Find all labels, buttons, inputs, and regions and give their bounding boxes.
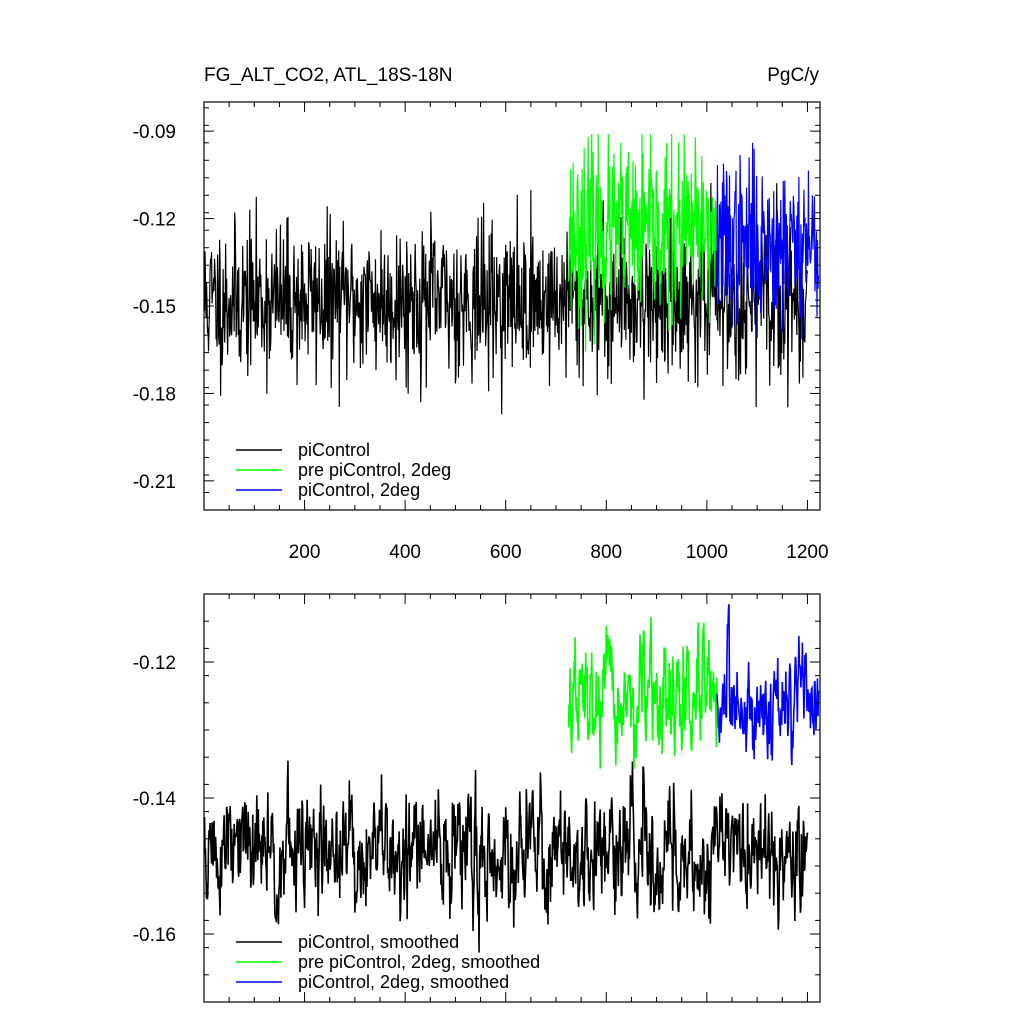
chart-title: FG_ALT_CO2, ATL_18S-18N [204,65,453,86]
series-line-top-1 [567,134,718,352]
series-line-top-0 [203,182,809,415]
y-tick-label: -0.18 [133,384,176,405]
series-line-bottom-1 [567,617,718,769]
bottom-series-lines [203,604,820,953]
legend-label: piControl, 2deg, smoothed [298,972,509,992]
top-series-lines [203,134,820,415]
x-tick-label: 800 [590,542,622,563]
series-line-bottom-0 [203,760,809,953]
x-tick-label: 200 [289,542,321,563]
y-tick-label: -0.14 [133,789,177,810]
top-panel: FG_ALT_CO2, ATL_18S-18N PgC/y 200 400 600 8… [133,65,829,563]
units-label: PgC/y [767,65,819,86]
x-tick-label: 1200 [786,542,828,563]
y-tick-label: -0.21 [133,472,176,493]
y-tick-label: -0.09 [133,122,176,143]
bottom-plot-frame [203,593,821,1003]
y-tick-label: -0.16 [133,925,176,946]
y-tick-label: -0.12 [133,653,176,674]
x-tick-label: 1000 [686,542,728,563]
y-tick-label: -0.15 [133,297,176,318]
top-axis-ticks: 200 400 600 800 1000 1200 -0.09 -0.12 -0.15 -0.18… [133,102,829,563]
legend-label: pre piControl, 2deg [298,460,451,480]
legend-label: piControl, smoothed [298,932,459,952]
x-tick-label: 600 [490,542,522,563]
legend-label: piControl, 2deg [298,480,420,500]
legend-label: piControl [298,440,370,460]
series-line-bottom-2 [716,604,820,766]
x-tick-label: 400 [389,542,421,563]
series-line-top-2 [716,142,820,340]
top-plot-frame [203,101,821,511]
bottom-axis-ticks: -0.12 -0.14 -0.16 [133,593,820,1003]
y-tick-label: -0.12 [133,210,176,231]
legend-label: pre piControl, 2deg, smoothed [298,952,540,972]
